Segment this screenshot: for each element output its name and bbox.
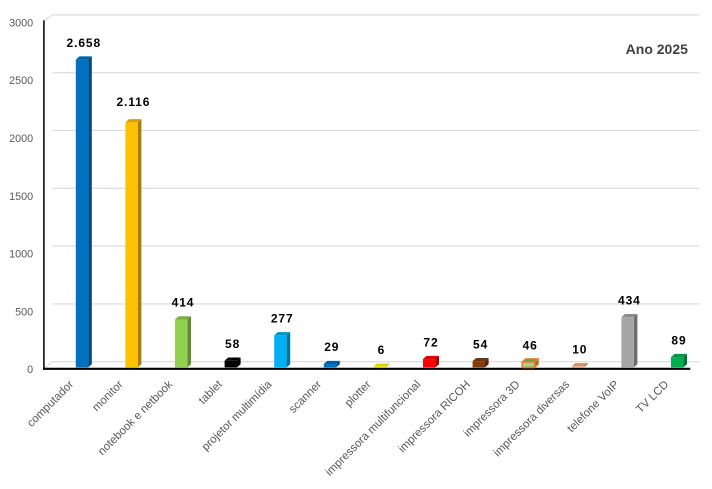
svg-text:2000: 2000 — [9, 133, 33, 145]
svg-text:89: 89 — [671, 333, 686, 347]
svg-text:72: 72 — [423, 335, 438, 349]
svg-text:414: 414 — [172, 296, 195, 310]
svg-text:6: 6 — [378, 343, 386, 357]
svg-text:2.658: 2.658 — [67, 36, 102, 50]
svg-text:Ano 2025: Ano 2025 — [626, 41, 688, 57]
svg-text:277: 277 — [271, 312, 294, 326]
svg-text:54: 54 — [473, 337, 488, 351]
svg-text:500: 500 — [15, 306, 33, 318]
svg-text:1000: 1000 — [9, 249, 33, 261]
svg-text:46: 46 — [523, 338, 538, 352]
svg-text:2.116: 2.116 — [116, 95, 150, 109]
svg-text:10: 10 — [572, 342, 587, 356]
svg-text:3000: 3000 — [9, 17, 33, 29]
svg-text:0: 0 — [27, 364, 33, 376]
svg-text:29: 29 — [324, 340, 339, 354]
svg-text:1500: 1500 — [9, 191, 33, 203]
svg-text:58: 58 — [225, 337, 240, 351]
svg-text:2500: 2500 — [9, 75, 33, 87]
svg-text:434: 434 — [618, 293, 641, 307]
